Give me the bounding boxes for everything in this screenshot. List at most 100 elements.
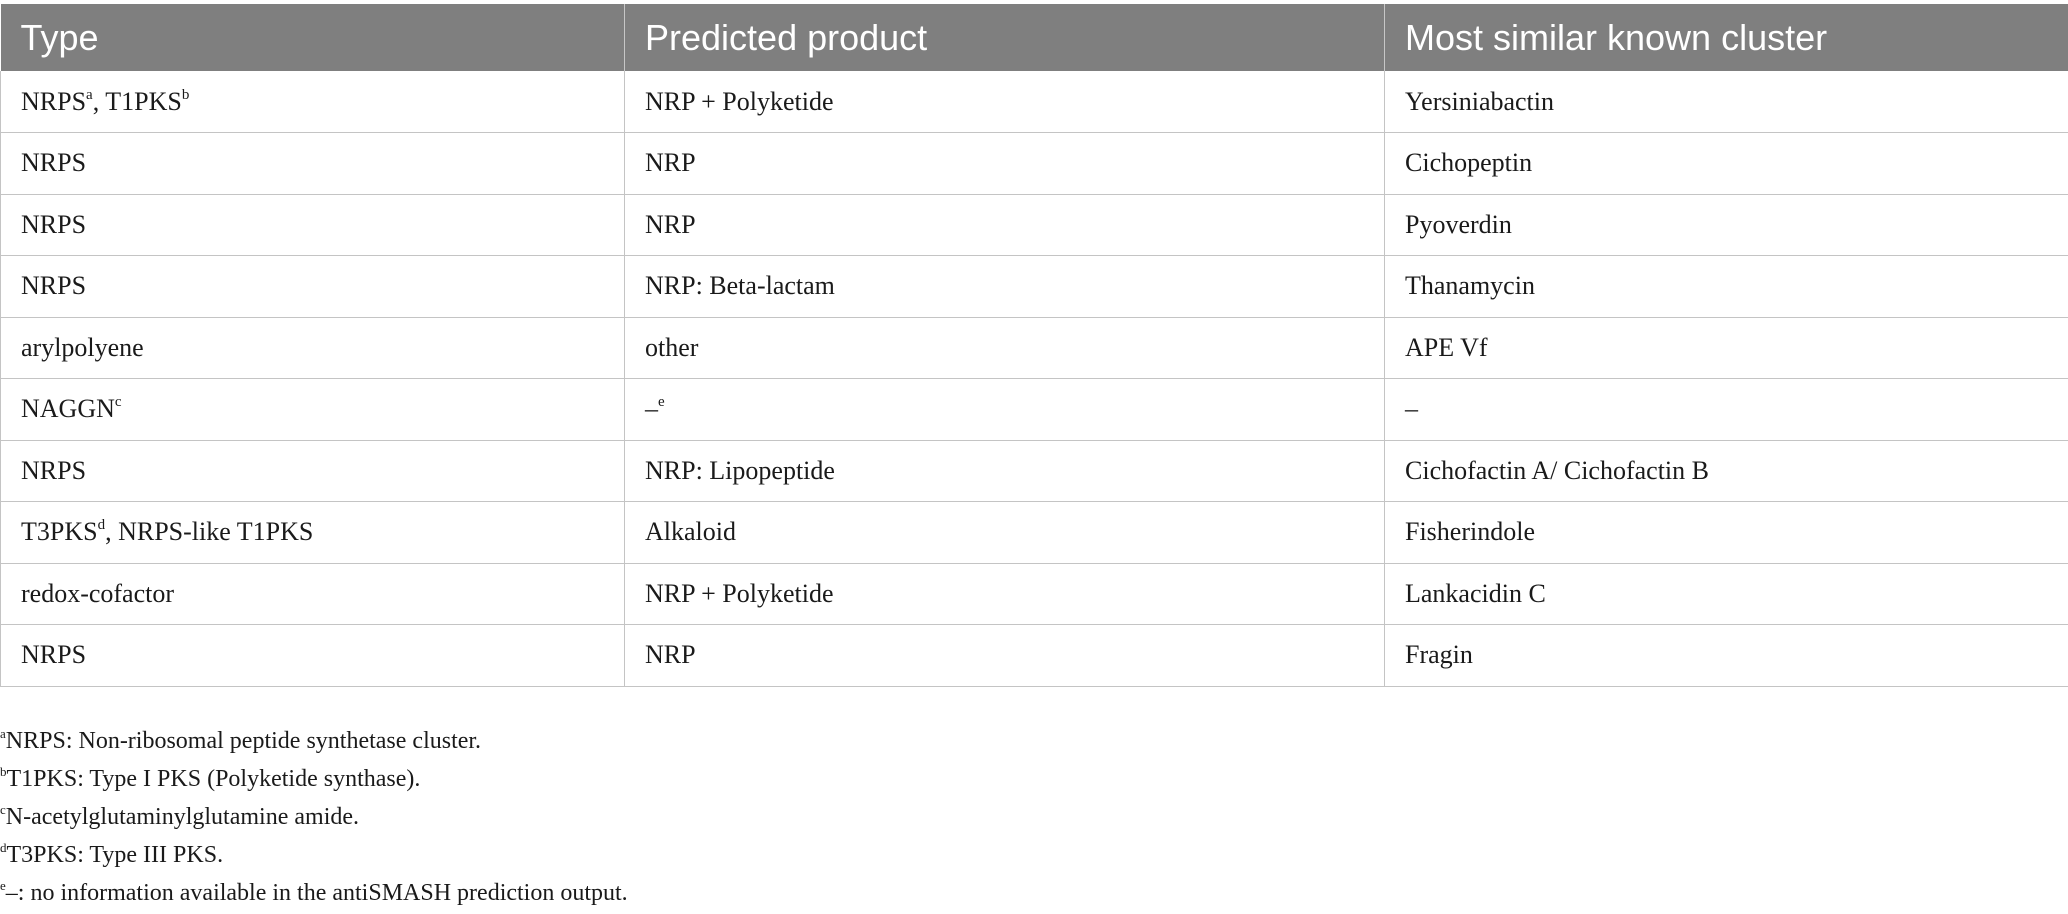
cluster-text: Thanamycin — [1405, 271, 1535, 301]
footnote: dT3PKS: Type III PKS. — [0, 836, 2068, 874]
product-text: other — [645, 332, 699, 362]
cell-type: T3PKSd, NRPS-like T1PKS — [0, 501, 625, 564]
cell-most-similar-cluster: APE Vf — [1384, 316, 2068, 379]
type-text: redox-cofactor — [21, 578, 175, 608]
type-text-secondary: T1PKS — [105, 86, 182, 116]
cell-predicted-product: NRP + Polyketide — [624, 71, 1385, 133]
product-text: NRP: Lipopeptide — [645, 455, 835, 485]
product-text: – — [645, 394, 658, 424]
type-text: NAGGN — [21, 394, 115, 424]
footnote-mark: d — [0, 840, 7, 855]
cluster-text: Lankacidin C — [1405, 578, 1546, 608]
cell-most-similar-cluster: Yersiniabactin — [1384, 71, 2068, 133]
cluster-text: Cichofactin A/ Cichofactin B — [1405, 455, 1709, 485]
cell-type: redox-cofactor — [0, 562, 625, 625]
footnote: e–: no information available in the anti… — [0, 874, 2068, 912]
footnote-mark: c — [0, 802, 6, 817]
product-text: Alkaloid — [645, 517, 736, 547]
table-row: arylpolyene other APE Vf — [0, 316, 2068, 379]
table-body: NRPSa, T1PKSb NRP + Polyketide Yersiniabac… — [0, 71, 2068, 687]
cluster-text: Cichopeptin — [1405, 148, 1533, 178]
cluster-text: Fisherindole — [1405, 517, 1535, 547]
cell-type: arylpolyene — [0, 316, 625, 379]
type-footnote-mark: a — [86, 86, 93, 103]
cell-type: NAGGNc — [0, 378, 625, 441]
bgc-table: Type Predicted product Most similar know… — [0, 4, 2068, 687]
type-text: NRPS — [21, 455, 87, 485]
table-row: redox-cofactor NRP + Polyketide Lankacidin… — [0, 562, 2068, 625]
cell-type: NRPSa, T1PKSb — [0, 71, 625, 133]
cell-predicted-product: NRP: Lipopeptide — [624, 439, 1385, 502]
footnote: bT1PKS: Type I PKS (Polyketide synthase)… — [0, 760, 2068, 798]
product-footnote-mark: e — [658, 394, 665, 411]
footnote-text: T3PKS: Type III PKS. — [6, 842, 224, 868]
product-text: NRP + Polyketide — [645, 578, 834, 608]
cell-type: NRPS — [0, 439, 625, 502]
cell-predicted-product: NRP — [624, 624, 1385, 687]
type-text: NRPS — [21, 86, 87, 116]
footnotes: aNRPS: Non-ribosomal peptide synthetase … — [0, 722, 2068, 912]
cluster-text: – — [1405, 394, 1418, 424]
table-header: Type Predicted product Most similar know… — [0, 4, 2068, 71]
cell-type: NRPS — [0, 255, 625, 318]
cell-predicted-product: Alkaloid — [624, 501, 1385, 564]
cell-predicted-product: –e — [624, 378, 1385, 441]
footnote-text: T1PKS: Type I PKS (Polyketide synthase). — [6, 766, 421, 792]
product-text: NRP: Beta-lactam — [645, 271, 835, 301]
cell-predicted-product: NRP: Beta-lactam — [624, 255, 1385, 318]
footnote-mark: e — [0, 878, 6, 893]
cell-most-similar-cluster: Fisherindole — [1384, 501, 2068, 564]
footnote: cN-acetylglutaminylglutamine amide. — [0, 798, 2068, 836]
table-row: NRPS NRP: Beta-lactam Thanamycin — [0, 255, 2068, 318]
cell-type: NRPS — [0, 624, 625, 687]
cell-predicted-product: NRP — [624, 132, 1385, 195]
type-text: arylpolyene — [21, 332, 144, 362]
cell-predicted-product: NRP + Polyketide — [624, 562, 1385, 625]
footnote-text: N-acetylglutaminylglutamine amide. — [5, 804, 360, 830]
cluster-text: Yersiniabactin — [1405, 86, 1555, 116]
footnote-mark: a — [0, 726, 6, 741]
product-text: NRP + Polyketide — [645, 86, 834, 116]
cell-predicted-product: other — [624, 316, 1385, 379]
product-text: NRP — [645, 209, 696, 239]
type-secondary-footnote-mark: b — [181, 86, 190, 103]
product-text: NRP — [645, 640, 696, 670]
type-text: NRPS — [21, 640, 87, 670]
footnote: aNRPS: Non-ribosomal peptide synthetase … — [0, 722, 2068, 760]
table-row: NRPS NRP Cichopeptin — [0, 132, 2068, 195]
cell-most-similar-cluster: Cichofactin A/ Cichofactin B — [1384, 439, 2068, 502]
type-separator: , — [92, 86, 106, 116]
bgc-table-container: Type Predicted product Most similar know… — [0, 4, 2068, 687]
header-most-similar-cluster: Most similar known cluster — [1384, 4, 2068, 71]
type-footnote-mark: c — [114, 394, 122, 411]
product-text: NRP — [645, 148, 696, 178]
footnote-mark: b — [0, 764, 7, 779]
footnote-text: NRPS: Non-ribosomal peptide synthetase c… — [5, 728, 482, 754]
type-footnote-mark: d — [97, 517, 106, 534]
type-separator: , — [105, 517, 119, 547]
cell-most-similar-cluster: Thanamycin — [1384, 255, 2068, 318]
cell-type: NRPS — [0, 132, 625, 195]
table-row: NRPS NRP Pyoverdin — [0, 193, 2068, 256]
type-text: NRPS — [21, 209, 87, 239]
cell-most-similar-cluster: Lankacidin C — [1384, 562, 2068, 625]
type-text: NRPS — [21, 148, 87, 178]
cell-most-similar-cluster: Fragin — [1384, 624, 2068, 687]
table-row: NAGGNc –e – — [0, 378, 2068, 441]
cluster-text: APE Vf — [1405, 332, 1488, 362]
type-text: NRPS — [21, 271, 87, 301]
cluster-text: Pyoverdin — [1405, 209, 1512, 239]
type-text: T3PKS — [21, 517, 98, 547]
footnote-text: –: no information available in the antiS… — [5, 880, 628, 906]
header-row: Type Predicted product Most similar know… — [0, 4, 2068, 71]
table-row: T3PKSd, NRPS-like T1PKS Alkaloid Fisherind… — [0, 501, 2068, 564]
cell-most-similar-cluster: – — [1384, 378, 2068, 441]
type-text-secondary: NRPS-like T1PKS — [118, 517, 314, 547]
cell-most-similar-cluster: Cichopeptin — [1384, 132, 2068, 195]
cluster-text: Fragin — [1405, 640, 1473, 670]
table-row: NRPS NRP Fragin — [0, 624, 2068, 687]
cell-predicted-product: NRP — [624, 193, 1385, 256]
table-row: NRPS NRP: Lipopeptide Cichofactin A/ Cicho… — [0, 439, 2068, 502]
cell-most-similar-cluster: Pyoverdin — [1384, 193, 2068, 256]
header-type: Type — [0, 4, 625, 71]
